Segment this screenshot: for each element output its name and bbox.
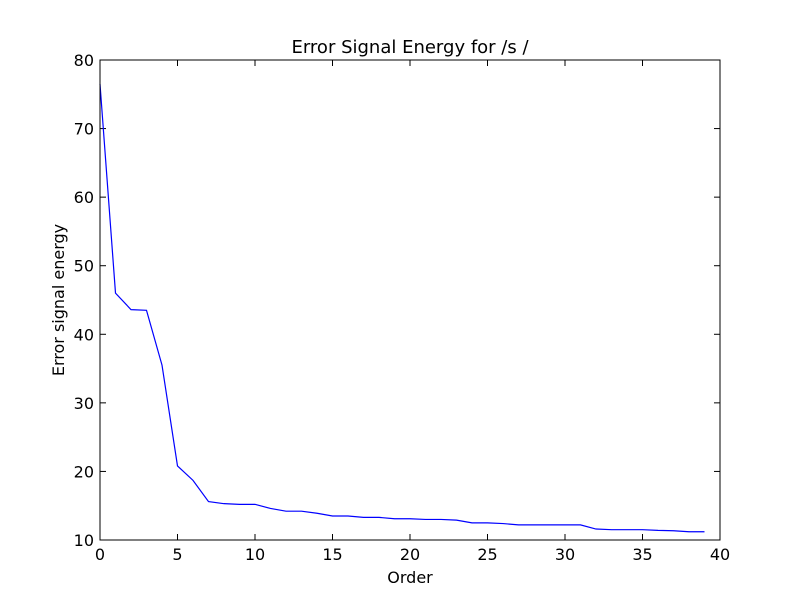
y-tick-label: 80 — [74, 51, 94, 70]
y-tick-label: 20 — [74, 462, 94, 481]
series-line — [99, 83, 705, 533]
x-tick-label: 0 — [95, 545, 105, 564]
x-tick-label: 20 — [400, 545, 420, 564]
x-tick-label: 10 — [245, 545, 265, 564]
x-tick-label: 35 — [632, 545, 652, 564]
x-tick-label: 5 — [172, 545, 182, 564]
plot-area — [99, 83, 705, 533]
y-tick-label: 30 — [74, 394, 94, 413]
y-tick-label: 50 — [74, 257, 94, 276]
chart-title: Error Signal Energy for /s / — [291, 37, 529, 58]
axis-ticks — [99, 59, 721, 541]
x-tick-label: 40 — [710, 545, 730, 564]
y-tick-label: 10 — [74, 531, 94, 550]
x-tick-label: 15 — [322, 545, 342, 564]
tick-labels: 0 5 10 15 20 25 30 35 40 10 20 30 40 50 60 70 80 — [74, 51, 731, 564]
plot-frame — [99, 59, 721, 541]
y-tick-label: 70 — [74, 120, 94, 139]
x-tick-label: 30 — [555, 545, 575, 564]
x-axis-label: Order — [387, 568, 433, 587]
y-axis-label: Error signal energy — [49, 224, 68, 376]
y-tick-label: 40 — [74, 325, 94, 344]
x-tick-label: 25 — [477, 545, 497, 564]
y-tick-label: 60 — [74, 188, 94, 207]
